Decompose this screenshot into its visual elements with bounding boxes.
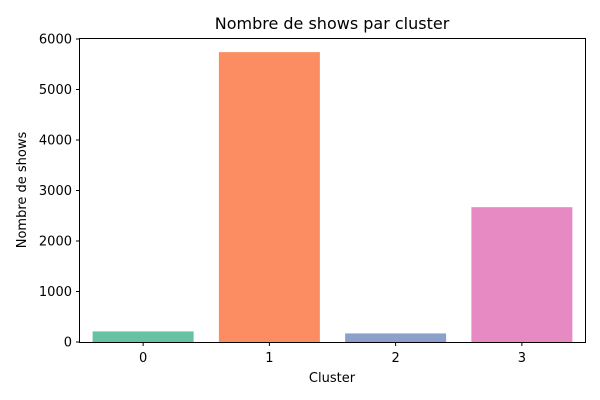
x-axis-label: Cluster — [309, 371, 356, 386]
plot-frame — [79, 38, 586, 343]
y-tick-label: 4000 — [39, 134, 72, 149]
x-tick-label: 3 — [518, 351, 526, 366]
bar-cluster-1 — [218, 52, 320, 342]
chart-title: Nombre de shows par cluster — [215, 14, 450, 33]
y-tick-label: 5000 — [39, 83, 72, 98]
x-tick-label: 1 — [265, 351, 273, 366]
y-tick-label: 6000 — [39, 33, 72, 48]
y-axis-label: Nombre de shows — [15, 132, 30, 249]
bar-cluster-3 — [471, 207, 573, 342]
x-tick-label: 0 — [139, 351, 147, 366]
y-tick-label: 2000 — [39, 235, 72, 250]
bars-group — [92, 52, 573, 342]
y-tick-label: 1000 — [39, 285, 72, 300]
y-axis-ticks: 0 1000 2000 3000 4000 5000 6000 — [39, 33, 80, 351]
y-tick-label: 3000 — [39, 184, 72, 199]
y-tick-label: 0 — [64, 336, 72, 351]
bar-cluster-0 — [92, 331, 194, 342]
x-tick-label: 2 — [391, 351, 399, 366]
x-axis-ticks: 0 1 2 3 — [139, 342, 526, 366]
bar-cluster-2 — [345, 333, 447, 342]
